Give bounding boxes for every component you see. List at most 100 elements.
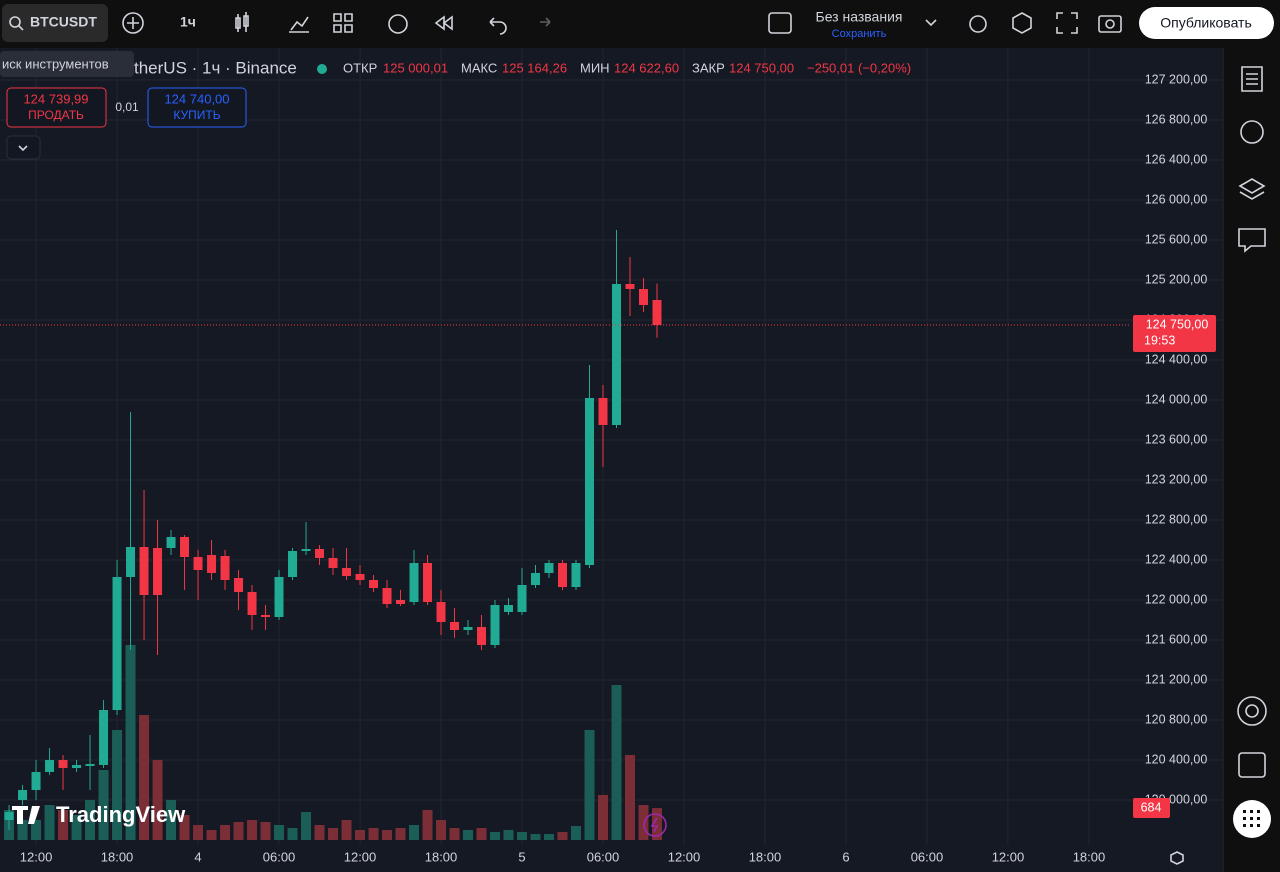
y-tick-label: 120 800,00 [1145, 712, 1208, 726]
search-icon [18, 25, 24, 31]
legend-value: 125 164,26 [502, 60, 567, 75]
candle-body [652, 299, 662, 325]
chart-bg [0, 48, 1222, 872]
candle-body [315, 549, 325, 558]
candle-body [409, 563, 419, 602]
chart-type[interactable] [235, 12, 249, 32]
candle-body [436, 602, 446, 622]
volume-bar [44, 805, 55, 840]
candle-body [301, 549, 311, 551]
candle-body [180, 537, 190, 557]
settings[interactable] [1012, 12, 1032, 34]
volume-bar [112, 730, 123, 840]
templates[interactable] [333, 13, 353, 33]
sell-button[interactable] [6, 87, 107, 128]
replay[interactable] [434, 15, 453, 31]
fullscreen[interactable] [1056, 12, 1078, 34]
collapse-button[interactable] [6, 135, 41, 160]
layers[interactable] [1238, 178, 1266, 200]
candle-body [369, 580, 379, 588]
layout-menu[interactable] [925, 19, 937, 27]
volume-bar [611, 685, 622, 840]
legend-label: ОТКР [343, 60, 377, 75]
volume-bar [139, 715, 150, 840]
volume-bar [71, 815, 82, 840]
legend-title: therUS · 1ч · Binance [134, 58, 297, 77]
x-tick-label: 18:00 [425, 849, 458, 864]
x-tick-label: 18:00 [1073, 849, 1106, 864]
snapshot[interactable] [1098, 15, 1122, 33]
candle-body [517, 585, 527, 612]
volume-bar [260, 822, 271, 840]
buy-button[interactable] [147, 87, 247, 128]
save[interactable]: Сохранить [832, 28, 887, 40]
buy-label: КУПИТЬ [173, 108, 220, 122]
screener-icon [1245, 704, 1259, 718]
layout-icon[interactable] [768, 12, 792, 34]
candle-body [58, 760, 68, 768]
last-volume-label: 684 [1141, 800, 1162, 814]
candle-body [625, 284, 635, 289]
symbol-search[interactable] [2, 4, 108, 42]
candle-body [382, 588, 392, 604]
candle-body [166, 537, 176, 548]
candle-body [558, 563, 568, 587]
calendar[interactable] [1238, 752, 1266, 778]
axis-settings[interactable] [1170, 851, 1184, 865]
layout-name[interactable]: Без названия [816, 9, 903, 25]
watchlist[interactable] [1241, 66, 1263, 92]
legend-value: 124 750,00 [729, 60, 794, 75]
candle-body [261, 615, 271, 617]
alert[interactable] [388, 14, 408, 34]
volume-bar [233, 822, 244, 840]
candle-body [4, 812, 14, 820]
quick-search[interactable] [969, 15, 987, 33]
chat[interactable] [1238, 228, 1266, 253]
y-tick-label: 123 200,00 [1145, 472, 1208, 486]
interval[interactable]: 1ч [180, 14, 196, 30]
search-icon [9, 16, 21, 28]
candle-body [274, 577, 284, 617]
legend-change: −250,01 (−0,20%) [807, 60, 911, 75]
candle-body [450, 622, 460, 630]
volume-bar [287, 827, 298, 840]
y-tick-label: 126 800,00 [1145, 112, 1208, 126]
y-tick-label: 122 000,00 [1145, 592, 1208, 606]
candle-body [504, 605, 514, 612]
legend-value: 125 000,01 [383, 60, 448, 75]
candle-body [72, 765, 82, 768]
candle-body [571, 563, 581, 587]
candle-body [234, 578, 244, 592]
candle-body [45, 760, 55, 772]
candle-body [355, 574, 365, 580]
candle-body [611, 284, 621, 425]
candle-body [638, 289, 648, 305]
candle-body [126, 547, 136, 577]
publish-button[interactable] [1139, 7, 1274, 39]
lightning-icon [650, 817, 659, 833]
sell-label: ПРОДАТЬ [28, 108, 84, 122]
add-symbol[interactable] [122, 12, 144, 34]
volume-bar [314, 825, 325, 840]
screener[interactable] [1237, 696, 1267, 726]
indicators[interactable] [289, 16, 309, 33]
volume-bar [341, 820, 352, 840]
undo[interactable] [489, 17, 507, 35]
y-tick-label: 127 200,00 [1145, 72, 1208, 86]
volume-bar [301, 812, 312, 840]
volume-bar [58, 810, 69, 840]
y-tick-label: 125 200,00 [1145, 272, 1208, 286]
y-tick-label: 120 400,00 [1145, 752, 1208, 766]
volume-bar [31, 820, 42, 840]
y-tick-label: 121 200,00 [1145, 672, 1208, 686]
candle-body [598, 398, 608, 425]
lightning[interactable] [643, 813, 667, 837]
volume-bar [503, 830, 514, 840]
alerts[interactable] [1240, 120, 1264, 144]
legend-label: ЗАКР [692, 60, 725, 75]
toolbar [0, 0, 1280, 46]
y-tick-label: 122 800,00 [1145, 512, 1208, 526]
volume-bar [624, 755, 635, 840]
redo[interactable] [540, 17, 551, 27]
volume-bar [166, 800, 177, 840]
